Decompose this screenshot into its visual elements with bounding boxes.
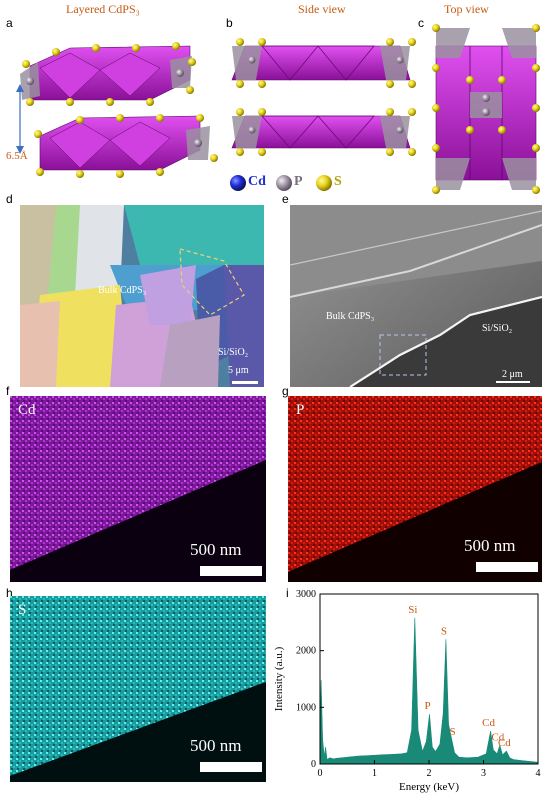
x-tick-label: 3 [481, 768, 486, 779]
eds-map-cd-image [10, 396, 266, 582]
sem-micrograph: Bulk CdPS₃ Si/SiO₂ 2 μm [290, 205, 542, 387]
panel-letter-b: b [226, 16, 233, 30]
sem-scale-text: 2 μm [502, 369, 523, 380]
eds-spectrum-series [319, 617, 539, 765]
x-axis-label: Energy (keV) [399, 781, 459, 793]
y-tick-label: 1000 [296, 702, 316, 713]
optical-scale-text: 5 μm [228, 365, 249, 376]
legend-p-label: P [294, 174, 303, 189]
peak-annotation-label: Cd [498, 737, 511, 749]
y-tick-label: 3000 [296, 589, 316, 600]
legend-cd-label: Cd [248, 174, 266, 189]
atom-legend-icons [230, 175, 332, 191]
y-tick-label: 2000 [296, 646, 316, 657]
interlayer-spacing-label: 6.5Å [6, 150, 28, 162]
y-axis-label: Intensity (a.u.) [273, 646, 285, 711]
s-atom-icon [316, 175, 332, 191]
panel-b-title: Side view [298, 2, 346, 16]
eds-map-s: S 500 nm [10, 596, 266, 782]
optical-sample-label: Bulk CdPS₃ [98, 285, 147, 296]
peak-annotation-label: S [441, 625, 447, 637]
x-tick-label: 1 [372, 768, 377, 779]
panel-letter-d: d [6, 192, 13, 206]
panel-letter-e: e [282, 192, 289, 206]
panel-letter-h: h [6, 586, 13, 600]
x-tick-label: 4 [536, 768, 541, 779]
phosphorus-atoms [248, 56, 404, 134]
eds-map-p: P 500 nm [288, 396, 542, 582]
legend-s-label: S [334, 174, 342, 189]
eds-s-element-label: S [18, 602, 27, 618]
x-tick-label: 0 [318, 768, 323, 779]
sem-sample-label: Bulk CdPS₃ [326, 311, 375, 322]
structure-a-lower-layer [39, 115, 210, 171]
eds-cd-scale-text: 500 nm [190, 540, 242, 559]
peak-annotation-label: Si [408, 604, 417, 616]
structure-c-top-view [435, 28, 537, 190]
eds-map-s-image [10, 596, 266, 782]
panel-letter-c: c [418, 16, 424, 30]
panel-letter-f: f [6, 384, 10, 398]
optical-micrograph-image [20, 205, 264, 387]
eds-spectrum-chart: 0 1 2 3 4 0 1000 2000 3000 Energy (keV) Intensity … [273, 589, 541, 793]
eds-cd-scalebar [200, 566, 262, 576]
peak-annotation-label: Cd [482, 717, 495, 729]
structure-b-side-view [231, 45, 411, 149]
eds-cd-element-label: Cd [18, 402, 36, 418]
sulfur-atoms [22, 24, 540, 194]
panel-letter-a: a [6, 16, 13, 30]
optical-micrograph: Bulk CdPS₃ Si/SiO₂ 5 μm [20, 205, 264, 387]
eds-s-scalebar [200, 762, 262, 772]
spacing-arrow [16, 84, 24, 154]
eds-p-scale-text: 500 nm [464, 536, 516, 555]
peak-annotation-label: P [424, 700, 430, 712]
optical-scalebar [232, 381, 258, 384]
eds-map-cd: Cd 500 nm [10, 396, 266, 582]
eds-p-scalebar [476, 562, 538, 572]
sem-substrate-label: Si/SiO₂ [482, 323, 513, 334]
panel-letter-g: g [282, 384, 289, 398]
sem-micrograph-image [290, 205, 542, 387]
y-tick-label: 0 [311, 759, 316, 770]
x-tick-label: 2 [427, 768, 432, 779]
peak-annotation-label: S [450, 726, 456, 738]
structure-a-upper-layer [20, 45, 192, 101]
panel-a-title: Layered CdPS₃ [66, 2, 140, 16]
sem-scalebar [496, 381, 530, 383]
panel-letter-i: i [286, 586, 289, 600]
crystal-structure-illustration [16, 24, 540, 194]
optical-substrate-label: Si/SiO₂ [218, 347, 249, 358]
cd-atom-icon [230, 175, 246, 191]
eds-map-p-image [288, 396, 542, 582]
peak-annotation-label: Cd [491, 731, 504, 743]
eds-p-element-label: P [296, 402, 305, 418]
eds-s-scale-text: 500 nm [190, 736, 242, 755]
panel-c-title: Top view [444, 2, 489, 16]
p-atom-icon [276, 175, 292, 191]
